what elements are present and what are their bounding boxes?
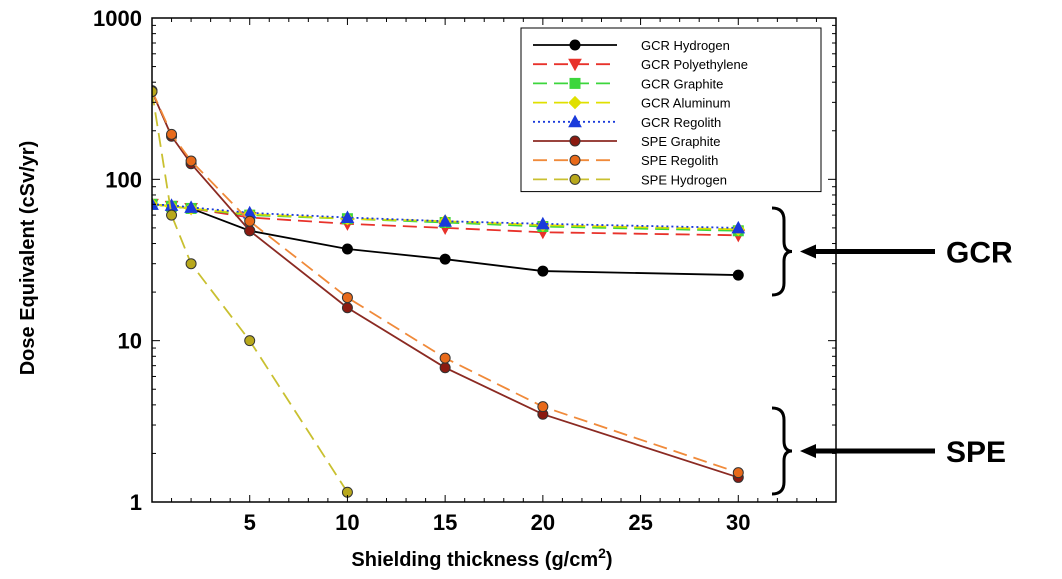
x-tick-label: 15 [433, 510, 457, 535]
legend-box [520, 27, 822, 193]
legend-marker [569, 135, 581, 147]
data-point [536, 216, 550, 230]
annotations: GCR SPE [771, 206, 1013, 496]
brace [771, 406, 793, 496]
series-line-gcr-regolith [152, 203, 739, 229]
data-point [341, 243, 353, 255]
y-tick-label: 1000 [93, 6, 142, 31]
annotation-label: GCR [946, 237, 1013, 270]
legend-label: GCR Regolith [641, 115, 721, 130]
legend-label: GCR Polyethylene [641, 57, 748, 72]
data-point [244, 335, 256, 347]
data-point [439, 362, 451, 374]
arrow-head [800, 244, 816, 259]
data-point [732, 467, 744, 479]
x-tick-label: 25 [628, 510, 652, 535]
plot-frame [151, 17, 837, 503]
legend-item: GCR Graphite [533, 76, 723, 91]
legend-item: SPE Graphite [533, 134, 721, 149]
y-tick-label: 10 [118, 329, 142, 354]
legend-item: GCR Hydrogen [533, 38, 730, 53]
legend-item: SPE Hydrogen [533, 172, 727, 187]
legend-marker [568, 114, 582, 128]
series-spe-hydrogen [152, 86, 353, 498]
series-line-spe-graphite [152, 91, 739, 479]
legend-marker [569, 39, 581, 51]
legend-label: GCR Aluminum [641, 96, 731, 111]
legend: GCR Hydrogen GCR Polyethylene GCR Graphite… [520, 27, 822, 193]
data-point [341, 292, 353, 304]
legend-marker [569, 77, 581, 89]
legend-marker [569, 173, 581, 185]
data-point [166, 128, 178, 140]
data-point [537, 265, 549, 277]
x-axis-title: Shielding thickness (g/cm2) [351, 545, 612, 571]
legend-label: SPE Regolith [641, 153, 718, 168]
annotation-gcr: GCR [771, 206, 1013, 297]
annotation-label: SPE [946, 436, 1006, 469]
data-point [166, 209, 178, 221]
x-tick-label: 10 [335, 510, 359, 535]
data-point [438, 214, 452, 227]
data-point [185, 258, 197, 270]
legend-marker [568, 95, 582, 110]
data-point [244, 225, 256, 237]
legend-item: GCR Aluminum [533, 96, 731, 111]
data-point [244, 215, 256, 227]
x-tick-label: 5 [244, 510, 256, 535]
y-tick-label: 100 [105, 167, 142, 192]
arrow-head [800, 444, 816, 458]
legend-label: GCR Graphite [641, 76, 723, 91]
data-point [439, 253, 451, 265]
data-point [184, 200, 198, 213]
legend-label: SPE Graphite [641, 134, 721, 149]
plot-border [151, 17, 837, 503]
annotation-spe: SPE [771, 406, 1006, 496]
legend-label: GCR Hydrogen [641, 38, 730, 53]
data-point [439, 352, 451, 364]
x-tick-label: 20 [531, 510, 555, 535]
data-point [731, 220, 746, 234]
legend-item: GCR Regolith [533, 114, 721, 130]
y-axis-title: Dose Equivalent (cSv/yr) [17, 141, 39, 376]
legend-label: SPE Hydrogen [641, 172, 727, 187]
series-gcr-regolith [152, 197, 746, 234]
axis-ticks: 5 10 15 20 25 30 1 10 100 1000 [93, 6, 837, 535]
data-point [185, 155, 197, 167]
legend-marker [568, 58, 582, 72]
data-point [341, 302, 353, 314]
series-layer [152, 85, 746, 498]
legend-item: GCR Polyethylene [533, 57, 748, 72]
y-tick-label: 1 [130, 490, 142, 515]
data-point [152, 86, 158, 98]
series-clip [152, 85, 746, 498]
legend-item: SPE Regolith [533, 153, 718, 168]
data-point [732, 269, 744, 281]
data-point [537, 401, 549, 413]
legend-marker [569, 154, 581, 166]
brace [771, 206, 793, 297]
x-tick-label: 30 [726, 510, 750, 535]
data-point [340, 210, 355, 224]
